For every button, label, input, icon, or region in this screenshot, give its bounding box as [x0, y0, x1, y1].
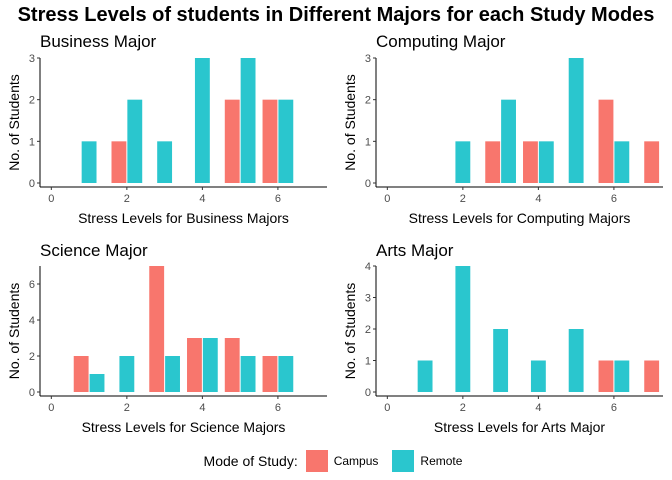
bar-campus-3 — [149, 266, 165, 392]
bar-remote-2 — [127, 99, 143, 183]
x-tick-label: 2 — [124, 193, 130, 205]
legend-label-remote: Remote — [420, 454, 463, 468]
bar-remote-1 — [417, 360, 433, 392]
x-tick-label: 2 — [460, 402, 466, 414]
y-tick-label: 3 — [365, 293, 371, 305]
bar-remote-2 — [455, 266, 471, 392]
y-tick-label: 6 — [29, 279, 35, 291]
bar-remote-5 — [568, 329, 584, 392]
panel-3: Science Major 0 2 4 6 0 2 4 6 Stress Levels for S… — [6, 241, 327, 435]
y-tick-label: 2 — [365, 324, 371, 336]
bar-remote-4 — [194, 58, 210, 183]
panel-title: Arts Major — [376, 241, 454, 260]
panel-title: Science Major — [40, 241, 148, 260]
bar-remote-5 — [240, 58, 256, 183]
x-tick-label: 6 — [275, 193, 281, 205]
bar-remote-3 — [165, 356, 180, 392]
bar-campus-6 — [262, 356, 278, 392]
bar-campus-1 — [73, 356, 89, 392]
x-tick-label: 2 — [124, 402, 130, 414]
bar-remote-6 — [278, 356, 294, 392]
bar-remote-4 — [538, 141, 554, 183]
legend-item-campus: Campus — [305, 450, 385, 472]
bar-campus-6 — [262, 99, 278, 183]
legend-label-campus: Campus — [333, 454, 379, 468]
bar-remote-1 — [89, 374, 105, 392]
y-tick-label: 0 — [365, 387, 371, 399]
chart-main-title: Stress Levels of students in Different M… — [17, 4, 655, 26]
y-tick-label: 0 — [365, 178, 371, 190]
bar-remote-1 — [81, 141, 97, 183]
x-tick-label: 0 — [48, 193, 54, 205]
panel-4: Arts Major 0 1 2 3 4 0 2 4 6 Stress Levels for Art… — [342, 241, 663, 435]
legend-title: Mode of Study: — [203, 453, 298, 469]
legend: Mode of Study: Campus Remote — [0, 450, 672, 472]
x-axis-label: Stress Levels for Arts Major — [434, 419, 606, 435]
y-tick-label: 2 — [29, 95, 35, 107]
x-tick-label: 6 — [275, 402, 281, 414]
bar-campus-7 — [644, 360, 660, 392]
y-tick-label: 3 — [365, 53, 371, 65]
x-tick-label: 6 — [611, 402, 617, 414]
y-tick-label: 3 — [29, 53, 35, 65]
bar-remote-5 — [568, 58, 584, 183]
x-tick-label: 2 — [460, 193, 466, 205]
bar-remote-4 — [530, 360, 546, 392]
bar-campus-3 — [485, 141, 501, 183]
legend-swatch-remote — [392, 450, 415, 472]
x-tick-label: 4 — [199, 402, 205, 414]
y-axis-label: No. of Students — [6, 74, 22, 171]
y-tick-label: 1 — [365, 356, 371, 368]
y-axis-label: No. of Students — [6, 283, 22, 380]
y-tick-label: 2 — [29, 351, 35, 363]
x-axis-label: Stress Levels for Computing Majors — [409, 210, 631, 226]
bar-campus-4 — [187, 338, 202, 392]
bar-remote-3 — [501, 99, 516, 183]
bar-campus-4 — [523, 141, 538, 183]
y-tick-label: 4 — [29, 315, 35, 327]
bar-remote-3 — [157, 141, 173, 183]
x-tick-label: 0 — [384, 402, 390, 414]
x-axis-label: Stress Levels for Business Majors — [78, 210, 289, 226]
y-axis-label: No. of Students — [342, 283, 358, 380]
bar-remote-3 — [493, 329, 509, 392]
y-tick-label: 1 — [365, 136, 371, 148]
panel-1: Business Major 0 1 2 3 0 2 4 6 Stress Levels for … — [6, 32, 327, 226]
x-tick-label: 4 — [535, 193, 541, 205]
y-tick-label: 0 — [29, 387, 35, 399]
bar-remote-6 — [614, 141, 630, 183]
bar-campus-5 — [224, 99, 240, 183]
panel-2: Computing Major 0 1 2 3 0 2 4 6 Stress Levels for… — [342, 32, 663, 226]
legend-item-remote: Remote — [392, 450, 468, 472]
x-tick-label: 0 — [48, 402, 54, 414]
x-tick-label: 4 — [199, 193, 205, 205]
bar-campus-7 — [644, 141, 660, 183]
bar-remote-5 — [240, 356, 256, 392]
x-tick-label: 4 — [535, 402, 541, 414]
bar-remote-2 — [119, 356, 135, 392]
bar-campus-6 — [598, 99, 614, 183]
y-tick-label: 0 — [29, 178, 35, 190]
panel-title: Business Major — [40, 32, 157, 51]
legend-swatch-campus — [305, 450, 328, 472]
bar-remote-6 — [278, 99, 294, 183]
y-tick-label: 4 — [365, 261, 371, 273]
panel-title: Computing Major — [376, 32, 506, 51]
bar-campus-5 — [224, 338, 240, 392]
bar-campus-6 — [598, 360, 614, 392]
x-tick-label: 6 — [611, 193, 617, 205]
bar-campus-2 — [111, 141, 127, 183]
y-axis-label: No. of Students — [342, 74, 358, 171]
y-tick-label: 1 — [29, 136, 35, 148]
bar-remote-2 — [455, 141, 471, 183]
bar-remote-6 — [614, 360, 630, 392]
bar-remote-4 — [202, 338, 218, 392]
y-tick-label: 2 — [365, 95, 371, 107]
x-axis-label: Stress Levels for Science Majors — [82, 419, 286, 435]
x-tick-label: 0 — [384, 193, 390, 205]
